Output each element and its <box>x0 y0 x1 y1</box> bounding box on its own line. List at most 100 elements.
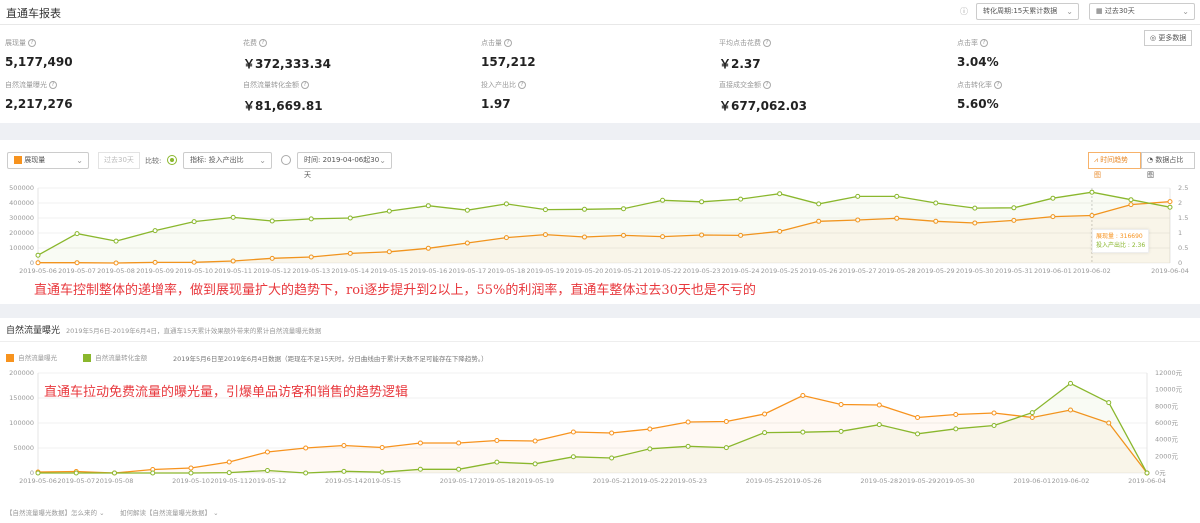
data-point <box>581 234 587 240</box>
help-icon[interactable]: ? <box>259 39 267 47</box>
time-select[interactable]: 时间: 2019-04-06起30天 ⌄ <box>297 152 392 179</box>
data-point <box>1011 205 1017 211</box>
y-left-tick-label: 200000 <box>9 369 34 377</box>
x-tick-label: 2019-05-30 <box>937 477 975 485</box>
metric-label-text: 平均点击花费 <box>719 39 761 47</box>
data-point <box>723 445 729 451</box>
data-point <box>723 419 729 424</box>
chevron-down-icon: ⌄ <box>213 509 219 517</box>
data-point <box>915 431 921 437</box>
help-icon[interactable]: ? <box>28 39 36 47</box>
date-range-value: 过去30天 <box>1104 7 1135 15</box>
data-point <box>838 402 844 407</box>
x-tick-label: 2019-05-22 <box>631 477 669 485</box>
chevron-down-icon: ⌄ <box>379 156 386 165</box>
view-trend-button[interactable]: ⩘ 时间趋势图 <box>1088 152 1141 179</box>
data-point <box>269 218 275 224</box>
data-point <box>35 470 41 476</box>
data-point <box>876 402 882 408</box>
data-point <box>386 249 392 255</box>
section-gap <box>0 123 1200 140</box>
x-tick-label: 2019-05-20 <box>566 267 604 275</box>
data-point <box>855 217 861 223</box>
data-point <box>152 259 158 265</box>
data-point <box>581 206 587 212</box>
metric-label-text: 花费 <box>243 39 257 47</box>
x-tick-label: 2019-05-26 <box>800 267 838 275</box>
help-icon[interactable]: ? <box>504 39 512 47</box>
view-ratio-button[interactable]: ◔ 数据占比图 <box>1141 152 1195 179</box>
data-point <box>264 468 270 473</box>
data-point <box>609 430 615 436</box>
data-point <box>1050 214 1056 220</box>
y-left-tick-label: 0 <box>30 259 34 267</box>
help-icon[interactable]: ? <box>763 81 771 89</box>
data-point <box>35 252 41 258</box>
data-point <box>685 419 691 425</box>
data-point <box>494 438 500 443</box>
pie-chart-icon: ◔ <box>1147 156 1156 164</box>
metric-label: 展现量? <box>5 38 36 48</box>
data-point <box>113 260 119 266</box>
y-right-tick-label: 1.5 <box>1178 214 1188 222</box>
metric-value: 2,217,276 <box>5 97 73 111</box>
info-circle-icon[interactable]: ⓘ <box>960 7 968 16</box>
x-tick-label: 2019-05-09 <box>136 267 174 275</box>
data-point <box>685 443 691 449</box>
data-point <box>226 470 232 476</box>
indicator-select[interactable]: 指标: 投入产出比 ⌄ <box>183 152 272 169</box>
help-icon[interactable]: ? <box>763 39 771 47</box>
metric-select[interactable]: 展现量 ⌄ <box>7 152 89 169</box>
date-range-select[interactable]: ▦ 过去30天 ⌄ <box>1089 3 1195 20</box>
x-tick-label: 2019-05-07 <box>57 477 95 485</box>
metric-value: 展现量 <box>24 156 46 164</box>
legend-impressions[interactable]: 自然流量曝光 <box>6 352 57 362</box>
data-point <box>347 215 353 221</box>
chart-tooltip: 展现量 : 316690 投入产出比 : 2.36 <box>1092 229 1150 253</box>
data-point <box>152 228 158 234</box>
more-data-button[interactable]: ◎ 更多数据 <box>1144 30 1193 46</box>
x-tick-label: 2019-05-25 <box>761 267 799 275</box>
data-point <box>264 449 270 455</box>
y-left-tick-label: 50000 <box>13 444 34 452</box>
time-radio[interactable] <box>281 155 291 165</box>
view-ratio-label: 数据占比图 <box>1147 156 1184 179</box>
metric-label: 平均点击花费? <box>719 38 771 48</box>
data-point <box>542 207 548 213</box>
help-icon[interactable]: ? <box>994 81 1002 89</box>
metric-value: ￥372,333.34 <box>243 57 331 71</box>
data-point <box>230 258 236 264</box>
data-point <box>660 234 666 240</box>
data-point <box>1050 195 1056 201</box>
y-right-tick-label: 8000元 <box>1155 402 1179 410</box>
legend-conversion[interactable]: 自然流量转化金额 <box>83 352 147 362</box>
link-label: 如何解读【自然流量曝光数据】 <box>120 509 211 517</box>
period-button[interactable]: 过去30天 <box>98 152 140 169</box>
data-point <box>876 422 882 428</box>
natural-title: 自然流量曝光 <box>6 326 61 336</box>
data-point <box>73 470 79 476</box>
divider <box>0 24 1200 25</box>
series-line-0 <box>37 394 1148 474</box>
conversion-period-value: 转化周期:15天累计数据 <box>983 7 1058 15</box>
metric-label-text: 点击率 <box>957 39 978 47</box>
help-icon[interactable]: ? <box>301 81 309 89</box>
data-point <box>1106 400 1112 406</box>
help-icon[interactable]: ? <box>49 81 57 89</box>
indicator-radio[interactable] <box>167 155 177 165</box>
data-point <box>777 191 783 197</box>
y-left-tick-label: 100000 <box>9 419 34 427</box>
help-icon[interactable]: ? <box>518 81 526 89</box>
compare-label: 比较: <box>145 157 162 165</box>
data-point <box>738 196 744 202</box>
how-derived-link[interactable]: 【自然流量曝光数据】怎么来的 ⌄ <box>6 507 105 517</box>
data-point <box>1029 410 1035 416</box>
metric-label: 自然流量曝光? <box>5 80 57 90</box>
how-to-read-link[interactable]: 如何解读【自然流量曝光数据】 ⌄ <box>120 507 219 517</box>
help-icon[interactable]: ? <box>980 39 988 47</box>
indicator-value: 指标: 投入产出比 <box>190 156 244 164</box>
conversion-period-select[interactable]: 转化周期:15天累计数据 ⌄ <box>976 3 1079 20</box>
data-point <box>800 429 806 435</box>
x-tick-label: 2019-05-10 <box>172 477 210 485</box>
data-point <box>532 461 538 467</box>
